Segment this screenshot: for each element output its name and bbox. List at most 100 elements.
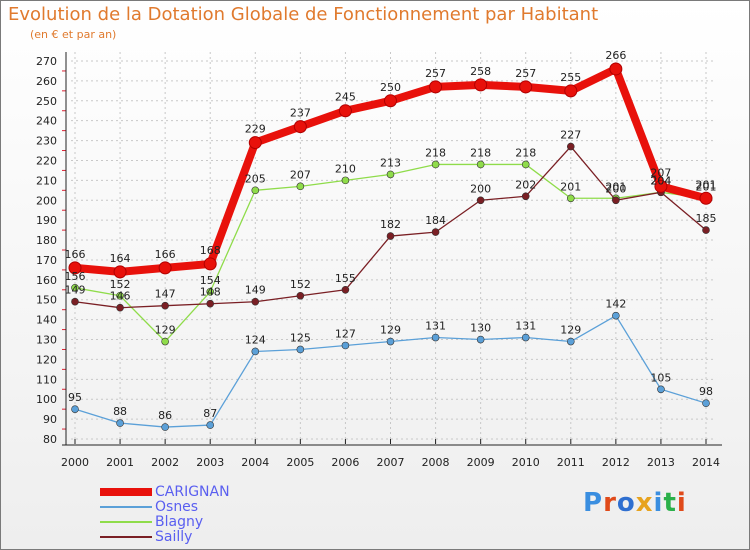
data-label-osnes: 98 bbox=[699, 385, 713, 398]
data-point-carignan bbox=[293, 120, 307, 134]
legend-swatch bbox=[100, 506, 152, 508]
legend-swatch bbox=[100, 521, 152, 523]
data-point-osnes bbox=[476, 335, 485, 344]
data-point-sailly bbox=[476, 196, 485, 205]
y-tick-label: 80 bbox=[43, 433, 57, 446]
data-label-sailly: 148 bbox=[200, 286, 221, 299]
x-tick-label: 2011 bbox=[557, 456, 585, 469]
data-point-carignan bbox=[699, 191, 713, 205]
proxiti-logo: Proxiti bbox=[583, 488, 687, 518]
data-label-osnes: 129 bbox=[380, 324, 401, 337]
data-label-carignan: 257 bbox=[425, 67, 446, 80]
y-tick-label: 110 bbox=[36, 373, 57, 386]
data-point-blagny bbox=[521, 160, 530, 169]
legend: CARIGNAN Osnes Blagny Sailly bbox=[100, 484, 360, 545]
data-label-sailly: 200 bbox=[605, 182, 626, 195]
data-point-blagny bbox=[566, 194, 575, 203]
x-tick-label: 2003 bbox=[196, 456, 224, 469]
data-label-blagny: 201 bbox=[560, 180, 581, 193]
data-label-blagny: 205 bbox=[245, 172, 266, 185]
data-point-sailly bbox=[431, 228, 440, 236]
legend-label: Sailly bbox=[155, 529, 193, 545]
data-label-blagny: 156 bbox=[65, 270, 86, 283]
data-label-blagny: 218 bbox=[515, 146, 536, 159]
data-point-blagny bbox=[341, 176, 350, 185]
data-label-blagny: 213 bbox=[380, 156, 401, 169]
data-label-osnes: 88 bbox=[113, 405, 127, 418]
data-point-blagny bbox=[251, 186, 260, 195]
data-label-sailly: 155 bbox=[335, 272, 356, 285]
x-tick-label: 2010 bbox=[512, 456, 540, 469]
data-label-carignan: 266 bbox=[605, 49, 626, 62]
data-label-blagny: 152 bbox=[110, 278, 131, 291]
data-label-blagny: 218 bbox=[470, 146, 491, 159]
x-tick-label: 2005 bbox=[286, 456, 314, 469]
logo-letter: r bbox=[603, 488, 617, 518]
data-label-sailly: 184 bbox=[425, 214, 446, 227]
data-label-osnes: 142 bbox=[605, 298, 626, 311]
data-point-sailly bbox=[341, 285, 350, 294]
y-tick-label: 100 bbox=[36, 393, 57, 406]
logo-letter: o bbox=[616, 488, 636, 518]
data-label-carignan: 201 bbox=[696, 178, 717, 191]
data-point-osnes bbox=[341, 341, 350, 350]
y-tick-label: 150 bbox=[36, 294, 57, 307]
data-point-osnes bbox=[116, 419, 124, 427]
y-tick-label: 160 bbox=[36, 274, 57, 287]
data-label-osnes: 131 bbox=[425, 320, 446, 333]
series-lines bbox=[68, 62, 713, 431]
data-point-sailly bbox=[71, 297, 79, 306]
y-tick-label: 120 bbox=[36, 353, 57, 366]
data-label-sailly: 182 bbox=[380, 218, 401, 231]
y-tick-label: 180 bbox=[36, 234, 57, 247]
data-point-osnes bbox=[521, 333, 530, 342]
data-point-carignan bbox=[519, 80, 533, 94]
data-point-sailly bbox=[521, 192, 530, 201]
data-label-carignan: 258 bbox=[470, 65, 491, 78]
data-point-blagny bbox=[71, 283, 79, 292]
legend-item-blagny: Blagny bbox=[100, 514, 360, 530]
data-point-blagny bbox=[386, 170, 395, 179]
x-tick-label: 2013 bbox=[647, 456, 675, 469]
data-point-blagny bbox=[116, 291, 124, 300]
data-label-osnes: 129 bbox=[560, 324, 581, 337]
y-tick-label: 260 bbox=[36, 75, 57, 88]
data-point-blagny bbox=[431, 160, 440, 169]
data-point-carignan bbox=[384, 94, 397, 108]
data-point-sailly bbox=[116, 303, 124, 312]
chart-subtitle: (en € et par an) bbox=[30, 28, 117, 41]
data-point-osnes bbox=[386, 337, 395, 346]
data-label-sailly: 147 bbox=[155, 288, 176, 301]
data-label-carignan: 166 bbox=[155, 248, 176, 261]
data-label-carignan: 207 bbox=[650, 166, 671, 179]
legend-label: Blagny bbox=[155, 514, 204, 530]
legend-item-sailly: Sailly bbox=[100, 529, 360, 545]
data-point-osnes bbox=[431, 333, 440, 342]
axes: 8090100110120130140150160170180190200210… bbox=[36, 52, 722, 469]
data-label-blagny: 201 bbox=[605, 180, 626, 193]
legend-item-carignan: CARIGNAN bbox=[100, 484, 360, 500]
data-label-sailly: 185 bbox=[696, 212, 717, 225]
data-label-osnes: 131 bbox=[515, 320, 536, 333]
y-tick-label: 130 bbox=[36, 334, 57, 347]
data-label-blagny: 129 bbox=[155, 324, 176, 337]
logo-letter: P bbox=[583, 488, 604, 518]
y-tick-label: 190 bbox=[36, 214, 57, 227]
x-tick-label: 2007 bbox=[377, 456, 405, 469]
y-tick-label: 200 bbox=[36, 194, 57, 207]
data-label-sailly: 152 bbox=[290, 278, 311, 291]
data-point-carignan bbox=[474, 78, 488, 92]
data-point-sailly bbox=[566, 142, 575, 151]
data-label-carignan: 166 bbox=[65, 248, 86, 261]
data-label-sailly: 149 bbox=[65, 284, 86, 297]
y-tick-label: 270 bbox=[36, 55, 57, 68]
data-label-sailly: 146 bbox=[110, 290, 131, 303]
data-point-osnes bbox=[702, 399, 710, 407]
data-label-sailly: 204 bbox=[650, 174, 671, 187]
data-point-sailly bbox=[206, 299, 215, 308]
data-point-osnes bbox=[657, 385, 665, 394]
y-tick-label: 240 bbox=[36, 115, 57, 128]
x-tick-label: 2002 bbox=[151, 456, 179, 469]
legend-item-osnes: Osnes bbox=[100, 499, 360, 515]
